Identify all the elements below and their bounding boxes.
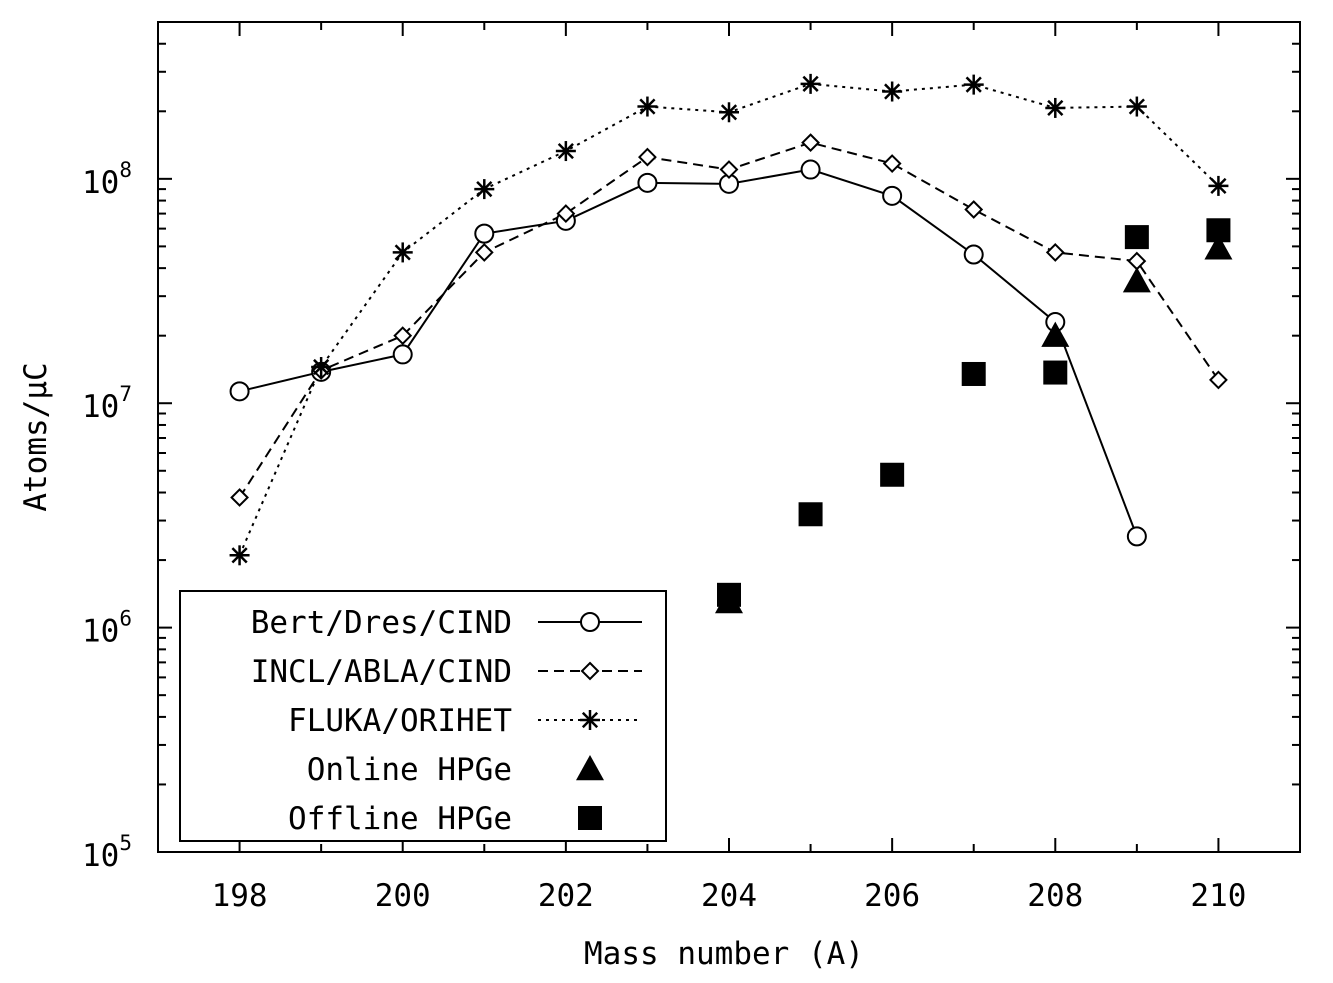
data-markers <box>229 73 1233 614</box>
square-marker <box>1206 218 1231 243</box>
x-tick-label: 198 <box>212 878 268 914</box>
circle-marker <box>882 185 903 206</box>
star-marker <box>392 242 413 263</box>
star-stroke <box>231 547 248 564</box>
circle-marker <box>1126 526 1147 547</box>
star-marker <box>229 545 250 566</box>
triangle-marker <box>576 755 604 781</box>
diamond-marker <box>474 243 494 262</box>
diamond-marker <box>882 154 902 173</box>
y-tick-exponent: 7 <box>119 382 132 406</box>
square-marker <box>961 361 986 386</box>
y-tick-base: 10 <box>82 614 119 650</box>
circle-marker <box>229 381 250 402</box>
star-marker <box>555 141 576 162</box>
legend: Bert/Dres/CIND INCL/ABLA/CIND FLUKA/ORIHET… <box>179 590 667 842</box>
circle-marker <box>963 244 984 265</box>
star-stroke <box>1210 177 1227 194</box>
y-tick-label: 107 <box>82 382 132 425</box>
y-tick-label: 108 <box>82 158 132 201</box>
diamond-marker <box>393 326 413 346</box>
star-marker <box>580 710 600 730</box>
series-line <box>238 141 1220 499</box>
diamond-marker <box>801 133 820 153</box>
square-marker <box>1043 360 1068 385</box>
x-tick-label: 200 <box>375 878 431 914</box>
star-stroke <box>1047 99 1064 117</box>
y-axis-label: Atoms/μC <box>18 362 54 511</box>
y-tick-exponent: 8 <box>119 158 132 182</box>
circle-marker <box>474 223 495 244</box>
star-stroke <box>313 358 330 376</box>
legend-label: Online HPGe <box>307 752 512 788</box>
triangle-marker <box>1204 234 1233 260</box>
legend-label: FLUKA/ORIHET <box>288 703 512 739</box>
y-tick-base: 10 <box>82 838 119 874</box>
legend-label: Bert/Dres/CIND <box>251 605 512 641</box>
diamond-marker <box>556 204 576 224</box>
diamond-marker <box>230 488 249 507</box>
star-stroke <box>802 75 819 92</box>
x-axis-label: Mass number (A) <box>584 936 864 972</box>
square-marker <box>880 462 905 487</box>
y-tick-label: 105 <box>82 831 132 874</box>
square-marker <box>717 582 741 607</box>
star-marker <box>882 81 903 102</box>
x-tick-label: 202 <box>538 878 594 914</box>
diamond-marker <box>1209 370 1228 390</box>
square-marker <box>798 502 823 527</box>
series-line <box>238 82 1220 556</box>
circle-marker <box>580 612 600 632</box>
series-line <box>239 168 1138 537</box>
diamond-marker <box>1045 243 1065 262</box>
legend-label: INCL/ABLA/CIND <box>251 654 512 690</box>
diamond-marker <box>638 147 657 167</box>
y-tick-base: 10 <box>82 389 119 425</box>
star-stroke <box>884 83 901 100</box>
star-stroke <box>720 104 738 121</box>
star-stroke <box>557 142 574 160</box>
star-marker <box>474 179 495 200</box>
star-marker <box>1208 175 1229 196</box>
star-marker <box>311 357 332 378</box>
y-tick-exponent: 6 <box>119 607 132 631</box>
triangle-marker <box>1122 267 1151 293</box>
triangle-marker <box>1041 321 1070 347</box>
y-tick-label: 106 <box>82 607 132 650</box>
legend-label: Offline HPGe <box>288 801 512 837</box>
star-stroke <box>476 181 493 198</box>
star-stroke <box>581 711 599 729</box>
y-tick-exponent: 5 <box>119 831 132 855</box>
series-lines <box>238 82 1220 556</box>
diamond-marker <box>719 160 739 179</box>
diamond-marker <box>580 661 600 681</box>
diamond-marker <box>1127 251 1147 271</box>
star-marker <box>800 73 821 94</box>
y-tick-base: 10 <box>82 165 119 201</box>
star-marker <box>963 74 984 95</box>
circle-marker <box>637 172 658 193</box>
star-marker <box>1126 96 1147 117</box>
star-stroke <box>639 98 656 115</box>
star-stroke <box>394 244 411 261</box>
x-tick-label: 204 <box>701 878 757 914</box>
circle-marker <box>800 159 821 180</box>
x-tick-label: 210 <box>1190 878 1246 914</box>
square-marker <box>578 806 602 830</box>
star-stroke <box>1128 98 1145 115</box>
star-marker <box>637 96 658 117</box>
circle-marker <box>392 344 413 365</box>
star-marker <box>719 102 739 123</box>
star-stroke <box>965 76 982 93</box>
star-marker <box>1045 97 1066 118</box>
x-tick-label: 206 <box>864 878 920 914</box>
x-tick-label: 208 <box>1027 878 1083 914</box>
diamond-marker <box>964 200 984 219</box>
square-marker <box>1124 225 1149 250</box>
